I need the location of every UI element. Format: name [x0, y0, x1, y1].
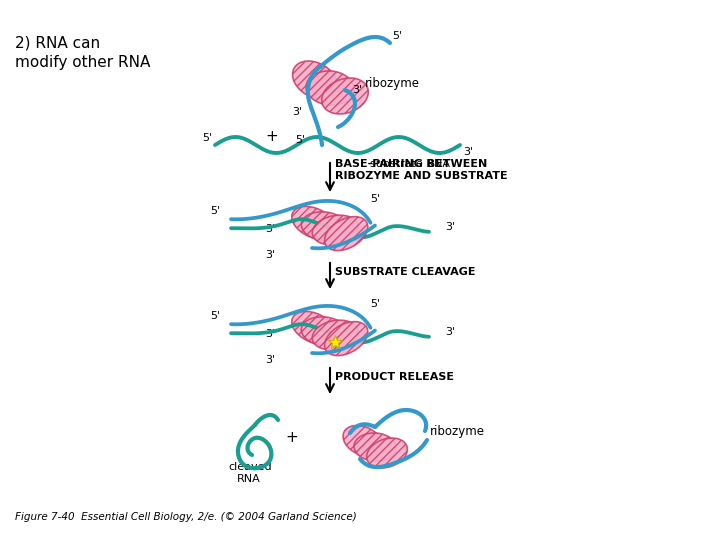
Text: SUBSTRATE CLEAVAGE: SUBSTRATE CLEAVAGE [335, 267, 475, 277]
Text: 3': 3' [445, 327, 455, 337]
Ellipse shape [322, 78, 369, 114]
Ellipse shape [325, 322, 368, 355]
Text: 2) RNA can
modify other RNA: 2) RNA can modify other RNA [15, 35, 150, 70]
Ellipse shape [301, 212, 348, 241]
Ellipse shape [312, 320, 359, 350]
Ellipse shape [354, 433, 396, 461]
Text: 3': 3' [352, 85, 362, 95]
Text: 3': 3' [292, 107, 302, 117]
Text: ribozyme: ribozyme [365, 77, 420, 90]
Text: 3': 3' [265, 329, 275, 339]
Ellipse shape [306, 71, 354, 105]
Text: 3': 3' [265, 250, 275, 260]
Text: cleaved: cleaved [228, 462, 271, 472]
Ellipse shape [292, 61, 338, 99]
Text: 3': 3' [445, 222, 455, 232]
Text: 3': 3' [265, 355, 275, 365]
Text: +: + [265, 129, 278, 144]
Text: 5': 5' [370, 194, 380, 204]
Text: 5': 5' [210, 311, 220, 321]
Text: 3': 3' [463, 147, 473, 157]
Ellipse shape [325, 217, 368, 251]
Ellipse shape [312, 215, 359, 245]
Ellipse shape [292, 206, 336, 239]
Text: PRODUCT RELEASE: PRODUCT RELEASE [335, 372, 454, 382]
Text: Figure 7-40  Essential Cell Biology, 2/e. (© 2004 Garland Science): Figure 7-40 Essential Cell Biology, 2/e.… [15, 512, 356, 522]
Text: +: + [285, 430, 298, 445]
Text: 5': 5' [210, 206, 220, 216]
Text: 5': 5' [295, 135, 305, 145]
Ellipse shape [301, 317, 348, 346]
Ellipse shape [366, 438, 408, 468]
Text: substrate RNA: substrate RNA [370, 159, 450, 169]
Text: 3': 3' [265, 224, 275, 234]
Ellipse shape [292, 312, 336, 344]
Ellipse shape [343, 426, 383, 456]
Text: 5': 5' [370, 299, 380, 309]
Text: BASE-PAIRING BETWEEN
RIBOZYME AND SUBSTRATE: BASE-PAIRING BETWEEN RIBOZYME AND SUBSTR… [335, 159, 508, 181]
Text: 5': 5' [392, 31, 402, 41]
Text: RNA: RNA [237, 474, 261, 484]
Text: 5': 5' [202, 133, 212, 143]
Text: ribozyme: ribozyme [430, 425, 485, 438]
